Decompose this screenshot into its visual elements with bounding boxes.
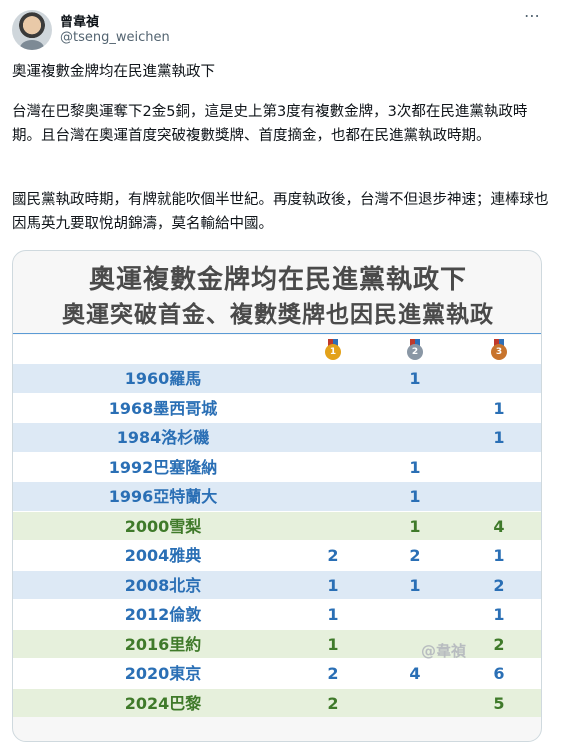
gold-count-cell	[293, 423, 373, 453]
gold-count-cell	[293, 512, 373, 542]
games-cell: 1960羅馬	[124, 369, 202, 388]
gold-count-cell	[293, 364, 373, 394]
games-cell: 2024巴黎	[124, 693, 202, 713]
games-cell: 1992巴塞隆納	[108, 457, 218, 477]
table-row: 1992巴塞隆納 1	[13, 451, 541, 483]
silver-count-cell: 1	[409, 575, 421, 595]
bronze-medal-icon: 3	[490, 339, 508, 360]
bronze-count-cell: 6	[493, 664, 505, 683]
bronze-count-cell: 1	[493, 398, 505, 418]
table-row: 1960羅馬 1	[13, 363, 541, 394]
games-cell: 2016里約	[124, 634, 202, 654]
medal-table-body: 1960羅馬 1 1968墨西哥城 1 1984洛杉磯 1 1992巴塞隆納 1 1996亞特蘭…	[13, 363, 541, 719]
gold-count-cell: 1	[327, 605, 339, 624]
tweet-text-paragraph2: 台灣在巴黎奧運奪下2金5銅，這是史上第3度有複數金牌，3次都在民進黨執政時期。且…	[12, 104, 528, 144]
bronze-count-cell: 2	[493, 634, 505, 654]
gold-count-cell: 2	[327, 693, 339, 713]
silver-count-cell	[375, 423, 455, 453]
medal-table-header: 1 2 3	[13, 335, 541, 363]
table-row: 1968墨西哥城 1	[13, 392, 541, 424]
gold-count-cell: 1	[327, 575, 339, 595]
author-handle[interactable]: @tseng_weichen	[60, 30, 170, 45]
table-row: 1996亞特蘭大 1	[13, 481, 541, 512]
games-cell: 1996亞特蘭大	[108, 487, 218, 506]
title-divider	[13, 333, 541, 334]
more-horizontal-icon[interactable]: ⋯	[524, 6, 540, 25]
silver-count-cell: 1	[409, 369, 421, 388]
table-row: 2004雅典 2 2 1	[13, 540, 541, 570]
games-cell: 2008北京	[124, 575, 202, 595]
tweet-text-paragraph3: 國民黨執政時期，有牌就能吹個半世紀。再度執政後，台灣不但退步神速；連棒球也因馬英…	[12, 192, 549, 232]
silver-count-cell	[375, 600, 455, 630]
tweet-text-line1: 奧運複數金牌均在民進黨執政下	[12, 64, 215, 80]
gold-count-cell: 1	[327, 634, 339, 654]
card-subtitle: 奧運突破首金、複數獎牌也因民進黨執政	[62, 302, 494, 328]
table-row: 2008北京 1 1 2	[13, 569, 541, 599]
table-row: 1984洛杉磯 1	[13, 422, 541, 453]
bronze-count-cell: 1	[493, 428, 505, 447]
gold-count-cell: 2	[327, 664, 339, 683]
games-cell: 2004雅典	[124, 546, 202, 565]
games-cell: 1984洛杉磯	[116, 428, 210, 447]
games-cell: 2020東京	[124, 664, 202, 683]
medal-table: 1 2 3 1960羅馬 1 1968墨西哥城 1 1984洛杉磯 1 1992巴塞隆納 1 1…	[13, 335, 541, 719]
silver-count-cell	[375, 394, 455, 424]
gold-count-cell	[293, 394, 373, 424]
bronze-count-cell: 1	[493, 546, 505, 565]
bronze-count-cell: 2	[493, 575, 505, 595]
tweet-header: 曾韋禎 @tseng_weichen ⋯	[0, 0, 562, 56]
bronze-count-cell	[459, 364, 539, 394]
silver-count-cell: 2	[409, 546, 421, 565]
silver-count-cell: 1	[409, 516, 421, 536]
table-row: 2024巴黎 2 5	[13, 687, 541, 719]
author-display-name[interactable]: 曾韋禎	[60, 15, 100, 30]
silver-medal-icon: 2	[406, 339, 424, 360]
bronze-count-cell	[459, 453, 539, 483]
table-row: 2020東京 2 4 6	[13, 658, 541, 688]
silver-count-cell	[375, 689, 455, 719]
silver-count-cell: 1	[409, 487, 421, 506]
gold-count-cell	[293, 453, 373, 483]
silver-count-cell: 1	[409, 457, 421, 477]
watermark: @韋禎	[421, 642, 467, 660]
table-row: 2012倫敦 1 1	[13, 599, 541, 630]
card-title: 奧運複數金牌均在民進黨執政下	[88, 265, 467, 295]
avatar[interactable]	[12, 10, 52, 50]
games-cell: 2012倫敦	[124, 605, 202, 624]
bronze-count-cell: 5	[493, 693, 505, 713]
bronze-count-cell	[459, 482, 539, 512]
gold-count-cell: 2	[327, 546, 339, 565]
tweet-image-card[interactable]: 奧運複數金牌均在民進黨執政下 奧運突破首金、複數獎牌也因民進黨執政 1 2 3 …	[12, 250, 542, 742]
gold-count-cell	[293, 482, 373, 512]
games-cell: 1968墨西哥城	[108, 398, 218, 418]
bronze-count-cell: 1	[493, 605, 505, 624]
bronze-count-cell: 4	[493, 516, 505, 536]
games-cell: 2000雪梨	[124, 516, 202, 536]
gold-medal-icon: 1	[324, 339, 342, 360]
silver-count-cell: 4	[409, 664, 421, 683]
table-row: 2016里約 1 2	[13, 628, 541, 658]
table-row: 2000雪梨 1 4	[13, 510, 541, 542]
